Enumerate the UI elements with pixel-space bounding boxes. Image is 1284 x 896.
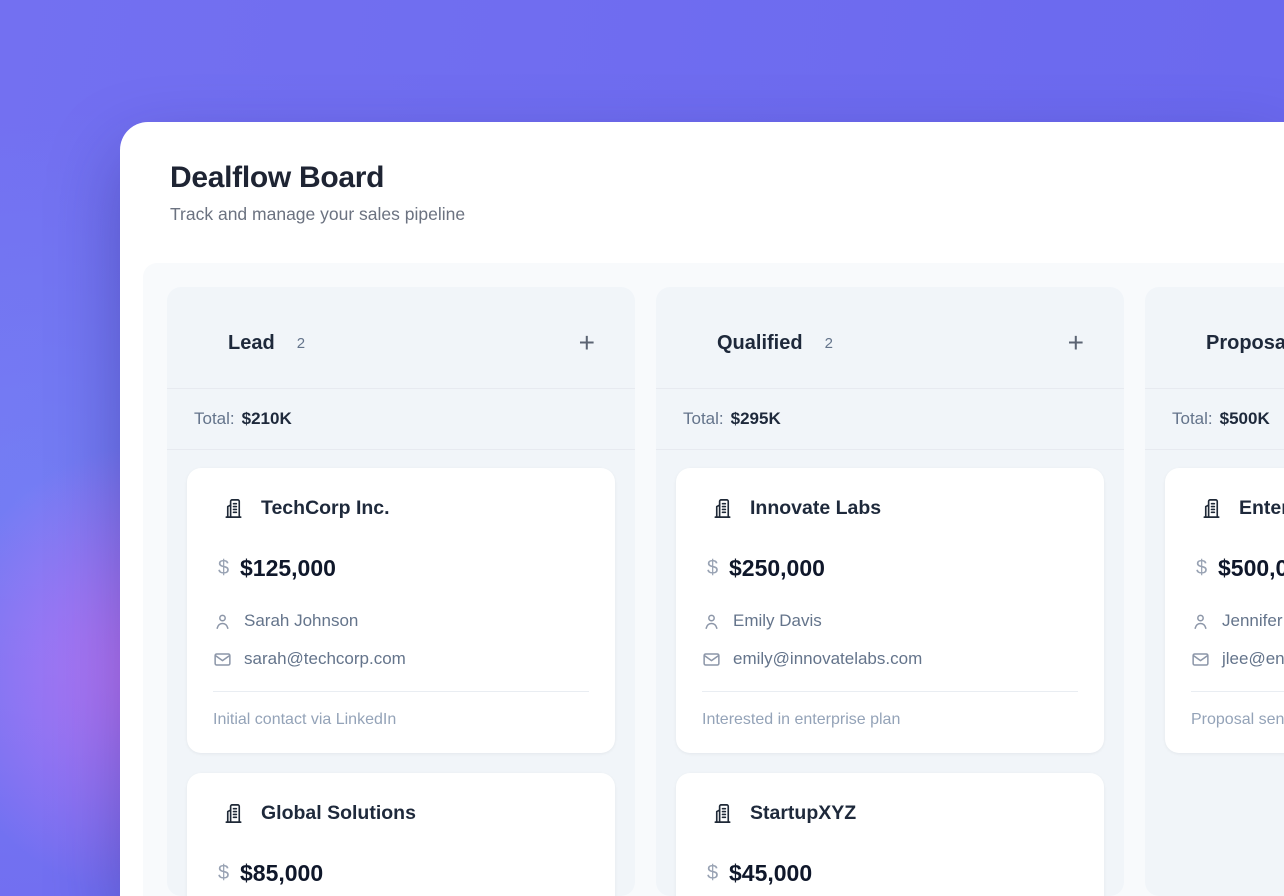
deal-note: Proposal sent	[1191, 711, 1284, 728]
building-icon	[225, 498, 242, 518]
building-icon	[714, 803, 731, 823]
user-icon	[1194, 614, 1207, 629]
company-name: StartupXYZ	[750, 801, 857, 824]
contact-name: Emily Davis	[733, 611, 822, 630]
deal-note: Interested in enterprise plan	[702, 711, 901, 728]
total-value: $500K	[1219, 409, 1270, 428]
deal-amount: $85,000	[240, 859, 324, 886]
company-name: Innovate Labs	[750, 496, 882, 519]
building-icon	[714, 498, 731, 518]
column-total: Total: $295K	[656, 389, 1124, 450]
card-divider	[213, 691, 589, 692]
user-icon	[705, 614, 718, 629]
column-count-badge: 2	[824, 334, 833, 352]
column-total: Total: $210K	[167, 389, 635, 450]
column-header: Qualified 2 +	[656, 287, 1124, 389]
column-count-badge: 2	[296, 334, 306, 352]
deal-note: Initial contact via LinkedIn	[213, 711, 397, 728]
user-icon	[216, 614, 229, 629]
dollar-icon: $	[707, 861, 719, 884]
total-label: Total:	[194, 409, 235, 428]
deal-card[interactable]: Enterprise Co $ $500,000 Jennifer Lee	[1165, 468, 1284, 753]
mail-icon	[703, 652, 720, 666]
deal-amount: $500,000	[1218, 554, 1284, 581]
board-header: Dealflow Board Track and manage your sal…	[120, 122, 1284, 225]
add-deal-button[interactable]: +	[579, 329, 595, 357]
deal-card[interactable]: Innovate Labs $ $250,000 Emily Davis	[676, 468, 1104, 753]
contact-name: Sarah Johnson	[244, 611, 359, 630]
deal-card[interactable]: TechCorp Inc. $ $125,000 Sarah Johnson	[187, 468, 615, 753]
dollar-icon: $	[218, 861, 230, 884]
page-subtitle: Track and manage your sales pipeline	[170, 204, 466, 224]
building-icon	[1203, 498, 1220, 518]
pipeline-board: Lead 2 + Total: $210K	[143, 263, 1284, 896]
plus-icon: +	[578, 327, 595, 358]
mail-icon	[214, 652, 231, 666]
column-proposal: Proposal + Total: $500K	[1145, 287, 1284, 896]
mail-icon	[1192, 652, 1209, 666]
add-deal-button[interactable]: +	[1068, 329, 1084, 357]
deal-amount: $45,000	[729, 859, 813, 886]
company-name: Enterprise Co	[1239, 496, 1284, 519]
dollar-icon: $	[218, 556, 230, 579]
dollar-icon: $	[707, 556, 719, 579]
card-divider	[1191, 691, 1284, 692]
contact-email: sarah@techcorp.com	[244, 649, 406, 668]
building-icon	[225, 803, 242, 823]
total-label: Total:	[683, 409, 724, 428]
column-title: Lead	[228, 332, 275, 354]
contact-email: jlee@enterprise.co	[1222, 649, 1284, 668]
deal-amount: $250,000	[729, 554, 825, 581]
column-card-list: Innovate Labs $ $250,000 Emily Davis	[656, 450, 1124, 896]
column-lead: Lead 2 + Total: $210K	[167, 287, 635, 896]
column-title: Proposal	[1206, 332, 1284, 354]
deal-card[interactable]: Global Solutions $ $85,000	[187, 773, 615, 896]
plus-icon: +	[1067, 327, 1084, 358]
column-title: Qualified	[717, 332, 803, 354]
column-header: Lead 2 +	[167, 287, 635, 389]
deal-card[interactable]: StartupXYZ $ $45,000	[676, 773, 1104, 896]
page-title: Dealflow Board	[170, 161, 385, 194]
total-value: $210K	[241, 409, 292, 428]
app-panel: Dealflow Board Track and manage your sal…	[120, 122, 1284, 896]
total-value: $295K	[730, 409, 781, 428]
dollar-icon: $	[1196, 556, 1208, 579]
total-label: Total:	[1172, 409, 1213, 428]
company-name: Global Solutions	[261, 801, 416, 824]
column-card-list: TechCorp Inc. $ $125,000 Sarah Johnson	[167, 450, 635, 896]
column-header: Proposal +	[1145, 287, 1284, 389]
company-name: TechCorp Inc.	[261, 496, 390, 519]
column-qualified: Qualified 2 + Total: $295K	[656, 287, 1124, 896]
contact-name: Jennifer Lee	[1222, 611, 1284, 630]
contact-email: emily@innovatelabs.com	[733, 649, 923, 668]
column-card-list: Enterprise Co $ $500,000 Jennifer Lee	[1145, 450, 1284, 771]
column-total: Total: $500K	[1145, 389, 1284, 450]
card-divider	[702, 691, 1078, 692]
deal-amount: $125,000	[240, 554, 336, 581]
